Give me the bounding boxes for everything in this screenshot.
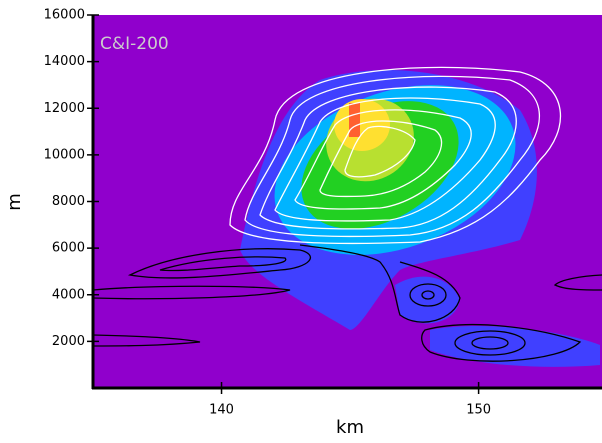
contour-field	[93, 66, 602, 367]
x-axis-label: km	[336, 417, 364, 438]
y-axis-label: m	[4, 193, 25, 211]
axes: 2000 4000 6000 8000 10000 12000 14000 16000 140 1…	[44, 8, 491, 418]
y-tick-label: 16000	[44, 8, 85, 23]
y-tick-label: 12000	[44, 101, 85, 116]
white-contours	[229, 66, 562, 245]
y-tick-label: 2000	[52, 334, 85, 349]
annotation: C&I-200	[100, 34, 169, 54]
black-contours	[93, 244, 602, 362]
y-tick-label: 4000	[52, 287, 85, 302]
y-tick-label: 8000	[52, 194, 85, 209]
filled-contour	[395, 276, 460, 324]
x-tick-label: 140	[209, 403, 234, 418]
y-tick-label: 14000	[44, 54, 85, 69]
y-tick-label: 6000	[52, 241, 85, 256]
filled-contour	[349, 103, 360, 137]
x-tick-label: 150	[466, 403, 491, 418]
filled-contour	[334, 99, 390, 151]
y-tick-label: 10000	[44, 147, 85, 162]
filled-contour	[430, 325, 600, 367]
